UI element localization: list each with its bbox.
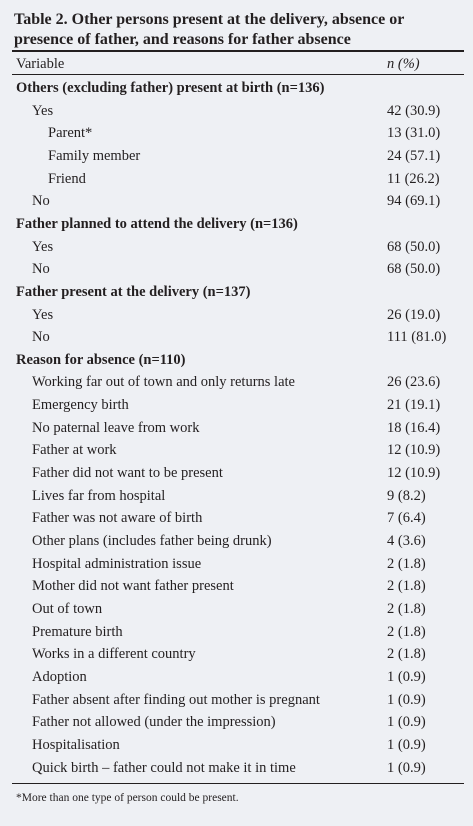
row-label: No paternal leave from work [32,419,200,436]
row-label: Adoption [32,668,87,685]
row-value: 26 (19.0) [387,306,441,323]
row-value: 68 (50.0) [387,261,441,278]
section-heading: Others (excluding father) present at bir… [16,80,325,96]
subrow-value: 11 (26.2) [387,170,440,187]
footnote: *More than one type of person could be p… [16,792,239,804]
row-value: 12 (10.9) [387,465,441,482]
row-value: 2 (1.8) [387,555,426,572]
header-rule [12,74,464,75]
row-value: 2 (1.8) [387,578,426,595]
section-heading: Reason for absence (n=110) [16,351,186,368]
row-value: 2 (1.8) [387,623,426,640]
row-label: No [32,193,50,210]
row-value: 68 (50.0) [387,238,441,255]
section-heading: Father present at the delivery (n=137) [16,283,251,300]
row-label: Yes [32,238,54,255]
subrow-label: Friend [48,170,86,187]
bottom-rule [12,783,464,784]
row-label: Father absent after finding out mother i… [32,691,320,708]
table-title: Table 2. Other persons present at the de… [14,11,405,48]
row-label: Premature birth [32,623,123,640]
row-label: Out of town [32,600,103,617]
header-variable: Variable [16,56,65,72]
section-heading: Father planned to attend the delivery (n… [16,215,298,232]
row-value: 26 (23.6) [387,374,441,391]
row-label: Other plans (includes father being drunk… [32,533,272,549]
row-value: 7 (6.4) [387,510,426,527]
row-value: 1 (0.9) [387,668,426,685]
row-label: Hospital administration issue [32,555,202,572]
row-value: 111 (81.0) [387,329,447,346]
subrow-label: Parent* [48,125,93,142]
row-label: Yes [32,306,54,323]
row-value: 4 (3.6) [387,533,426,549]
row-value: 1 (0.9) [387,759,426,776]
subrow-value: 13 (31.0) [387,125,441,142]
row-value: 21 (19.1) [387,397,441,414]
row-value: 9 (8.2) [387,487,426,504]
row-label: Mother did not want father present [32,578,234,595]
row-value: 94 (69.1) [387,193,441,210]
row-value: 42 (30.9) [387,102,441,119]
row-value: 18 (16.4) [387,419,441,436]
subrow-label: Family member [48,147,141,164]
row-label: Father at work [32,442,117,459]
row-label: No [32,329,50,346]
row-value: 2 (1.8) [387,600,426,617]
row-label: Working far out of town and only returns… [32,374,295,391]
row-label: Quick birth – father could not make it i… [32,759,296,776]
row-label: Father did not want to be present [32,465,223,482]
row-label: No [32,261,50,278]
row-label: Lives far from hospital [32,487,166,504]
row-label: Hospitalisation [32,736,120,753]
row-label: Works in a different country [32,646,196,663]
row-value: 1 (0.9) [387,714,426,731]
row-label: Emergency birth [32,397,129,414]
row-value: 1 (0.9) [387,736,426,753]
row-value: 12 (10.9) [387,442,441,459]
row-label: Father was not aware of birth [32,510,203,527]
row-value: 1 (0.9) [387,691,426,708]
header-value: n (%) [387,56,420,72]
title-rule [12,50,464,52]
row-label: Father not allowed (under the impression… [32,714,276,731]
row-label: Yes [32,102,54,119]
subrow-value: 24 (57.1) [387,147,441,164]
row-value: 2 (1.8) [387,646,426,663]
